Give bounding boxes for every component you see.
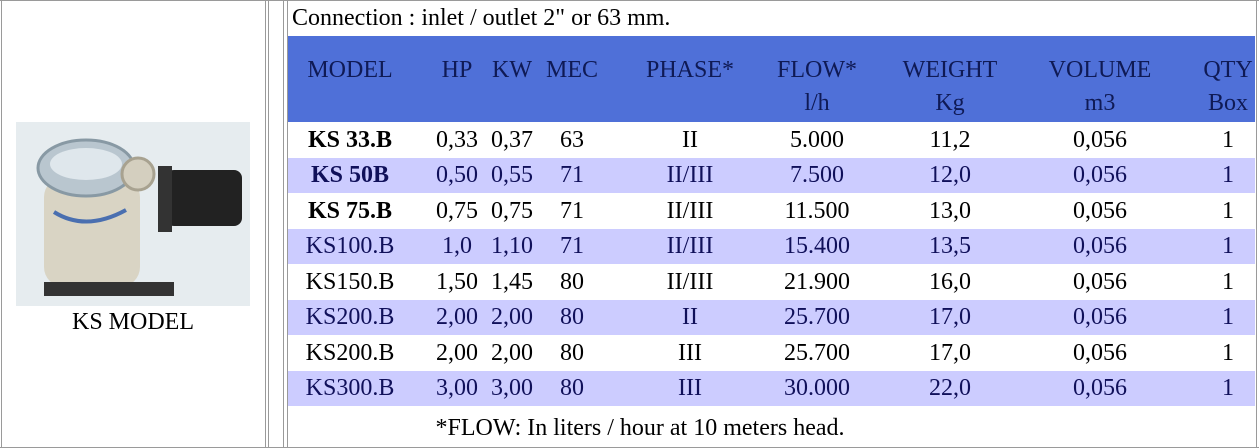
cell: 17,0 — [929, 339, 971, 367]
cell: 71 — [560, 232, 584, 260]
model-cell: KS200.B — [306, 339, 395, 367]
column-header: FLOW* — [777, 56, 857, 84]
border — [1, 0, 2, 448]
border — [283, 0, 284, 448]
cell: 0,056 — [1073, 126, 1127, 154]
cell: 80 — [560, 339, 584, 367]
column-header: MEC — [546, 56, 598, 84]
cell: 0,75 — [436, 197, 478, 225]
cell: II — [682, 126, 698, 154]
model-cell: KS 50B — [311, 161, 389, 189]
cell: 63 — [560, 126, 584, 154]
cell: 1 — [1222, 268, 1234, 296]
pump-image — [16, 122, 250, 306]
cell: 0,55 — [491, 161, 533, 189]
cell: 1 — [1222, 197, 1234, 225]
cell: 1 — [1222, 161, 1234, 189]
cell: 1 — [1222, 339, 1234, 367]
cell: 80 — [560, 303, 584, 331]
cell: 11,2 — [929, 126, 970, 154]
cell: 1,50 — [436, 268, 478, 296]
cell: III — [678, 374, 702, 402]
cell: 5.000 — [790, 126, 844, 154]
cell: 25.700 — [784, 339, 850, 367]
cell: 7.500 — [790, 161, 844, 189]
model-cell: KS200.B — [306, 303, 395, 331]
column-header: WEIGHT — [903, 56, 998, 84]
cell: 15.400 — [784, 232, 850, 260]
border — [1256, 0, 1257, 448]
column-header: MODEL — [307, 56, 392, 84]
column-header: KW — [492, 56, 532, 84]
model-cell: KS150.B — [306, 268, 395, 296]
cell: 0,056 — [1073, 303, 1127, 331]
border — [268, 0, 269, 448]
cell: 11.500 — [784, 197, 849, 225]
cell: 1 — [1222, 303, 1234, 331]
page: KS MODEL Connection : inlet / outlet 2" … — [0, 0, 1259, 448]
cell: II/III — [667, 197, 714, 225]
cell: 0,056 — [1073, 374, 1127, 402]
border — [265, 0, 266, 448]
cell: 2,00 — [436, 303, 478, 331]
cell: II/III — [667, 161, 714, 189]
cell: 71 — [560, 161, 584, 189]
cell: 13,0 — [929, 197, 971, 225]
unit-label: Kg — [935, 89, 964, 117]
cell: 0,37 — [491, 126, 533, 154]
cell: 0,056 — [1073, 232, 1127, 260]
unit-label: Box — [1208, 89, 1248, 117]
column-header: VOLUME — [1049, 56, 1152, 84]
cell: 2,00 — [491, 303, 533, 331]
cell: 80 — [560, 374, 584, 402]
cell: II — [682, 303, 698, 331]
cell: 12,0 — [929, 161, 971, 189]
cell: 71 — [560, 197, 584, 225]
cell: II/III — [667, 232, 714, 260]
cell: 80 — [560, 268, 584, 296]
unit-label: l/h — [804, 89, 829, 117]
cell: 2,00 — [436, 339, 478, 367]
cell: 0,056 — [1073, 339, 1127, 367]
model-cell: KS300.B — [306, 374, 395, 402]
cell: 1 — [1222, 232, 1234, 260]
cell: 21.900 — [784, 268, 850, 296]
cell: 13,5 — [929, 232, 971, 260]
column-header: QTY — [1203, 56, 1252, 84]
model-cell: KS 75.B — [308, 197, 392, 225]
model-cell: KS 33.B — [308, 126, 392, 154]
note: Connection : inlet / outlet 2" or 63 mm. — [292, 4, 670, 32]
column-header: PHASE* — [646, 56, 734, 84]
cell: 0,75 — [491, 197, 533, 225]
cell: 3,00 — [491, 374, 533, 402]
cell: 0,50 — [436, 161, 478, 189]
cell: 1 — [1222, 374, 1234, 402]
column-header: HP — [442, 56, 473, 84]
cell: 1,0 — [442, 232, 472, 260]
cell: 2,00 — [491, 339, 533, 367]
cell: 0,33 — [436, 126, 478, 154]
cell: 22,0 — [929, 374, 971, 402]
cell: II/III — [667, 268, 714, 296]
cell: 1,10 — [491, 232, 533, 260]
cell: 1,45 — [491, 268, 533, 296]
cell: 0,056 — [1073, 161, 1127, 189]
cell: 25.700 — [784, 303, 850, 331]
caption: KS MODEL — [72, 308, 194, 336]
unit-label: m3 — [1085, 89, 1116, 117]
cell: 17,0 — [929, 303, 971, 331]
cell: 3,00 — [436, 374, 478, 402]
cell: 0,056 — [1073, 268, 1127, 296]
cell: 1 — [1222, 126, 1234, 154]
cell: 16,0 — [929, 268, 971, 296]
model-cell: KS100.B — [306, 232, 395, 260]
footer-note: *FLOW: In liters / hour at 10 meters hea… — [435, 414, 844, 442]
cell: 0,056 — [1073, 197, 1127, 225]
cell: III — [678, 339, 702, 367]
cell: 30.000 — [784, 374, 850, 402]
border — [0, 0, 1259, 1]
